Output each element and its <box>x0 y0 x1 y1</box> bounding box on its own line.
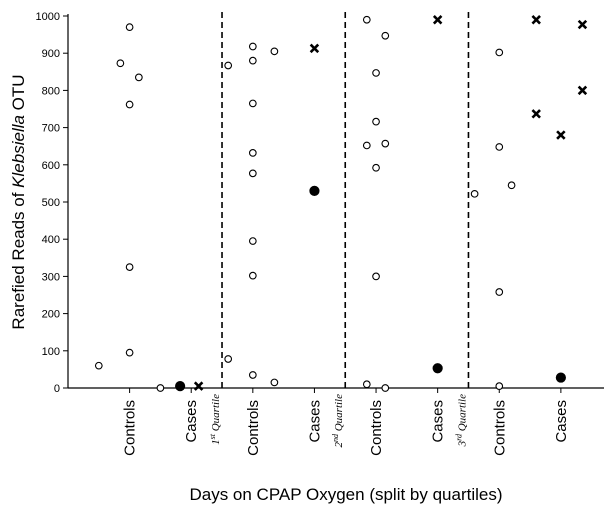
y-tick-label: 600 <box>42 160 60 172</box>
control-point <box>125 23 134 32</box>
category-label: Cases <box>553 400 570 443</box>
control-point <box>125 100 134 109</box>
control-point <box>248 99 257 108</box>
quartile-label: 3rd Quartile <box>454 394 468 447</box>
y-tick-label: 1000 <box>36 11 60 23</box>
y-tick-label: 800 <box>42 85 60 97</box>
quartile-number: 1 <box>210 439 222 445</box>
quartile-suffix: nd <box>331 433 340 442</box>
y-tick-label: 500 <box>42 197 60 209</box>
category-label: Controls <box>368 400 385 456</box>
category-label: Cases <box>183 400 200 443</box>
control-point <box>362 141 371 150</box>
control-point <box>248 371 257 379</box>
quartile-suffix: rd <box>454 433 463 441</box>
y-axis-ticks: 0 100 200 300 400 500 600 700 800 900 1000 <box>36 11 68 395</box>
category-label: Cases <box>306 400 323 443</box>
quartile-word: Quartile <box>456 394 468 434</box>
control-point <box>270 378 279 387</box>
control-point <box>248 169 257 178</box>
control-point <box>495 288 504 296</box>
control-point <box>116 59 125 68</box>
case-point-cross <box>531 109 541 119</box>
y-tick-label: 400 <box>42 234 60 246</box>
control-point <box>156 384 165 392</box>
control-point <box>495 143 504 151</box>
quartile-number: 3 <box>456 440 468 447</box>
case-point-cross <box>556 130 566 140</box>
case-point-cross <box>531 15 541 25</box>
y-tick-label: 900 <box>42 48 60 60</box>
y-tick-label: 200 <box>42 309 60 321</box>
control-point <box>372 69 380 77</box>
case-point-filled <box>175 381 186 392</box>
quartile-dividers <box>221 12 470 388</box>
y-tick-label: 700 <box>42 123 60 135</box>
control-point <box>495 48 504 57</box>
control-point <box>248 149 257 157</box>
control-point <box>381 384 390 392</box>
case-point-cross <box>309 43 320 54</box>
x-axis-title: Days on CPAP Oxygen (split by quartiles) <box>189 485 502 504</box>
case-point-cross <box>577 85 588 96</box>
case-point-cross <box>432 15 443 25</box>
case-point-cross <box>577 19 588 30</box>
control-point <box>248 237 257 245</box>
y-axis-title-italic: Klebsiella <box>9 115 28 188</box>
quartile-word: Quartile <box>333 394 345 434</box>
category-label: Controls <box>245 400 262 456</box>
case-point-filled <box>432 363 443 374</box>
control-point <box>270 47 279 56</box>
control-point <box>495 382 504 390</box>
control-point <box>381 31 390 40</box>
control-point <box>507 181 516 190</box>
quartile-label: 2nd Quartile <box>331 394 345 448</box>
control-point <box>125 263 134 271</box>
control-point <box>362 380 371 389</box>
control-point <box>135 73 143 82</box>
control-point <box>248 42 257 51</box>
y-tick-label: 0 <box>54 383 60 395</box>
control-point <box>224 61 233 70</box>
control-point <box>94 361 103 370</box>
control-point <box>248 56 257 65</box>
control-point <box>470 189 479 198</box>
quartile-word: Quartile <box>210 394 222 434</box>
quartile-label: 1st Quartile <box>208 394 222 445</box>
y-tick-label: 300 <box>42 271 60 283</box>
control-point <box>381 139 390 148</box>
category-label: Cases <box>430 400 447 443</box>
control-point <box>372 272 380 281</box>
control-point <box>248 271 257 280</box>
case-point-filled <box>555 372 566 383</box>
category-labels: Controls Cases Controls Cases Controls Cases C… <box>122 400 570 456</box>
y-axis-title-part: Rarefied Reads of <box>9 188 28 330</box>
case-point-filled <box>309 185 320 196</box>
y-axis-title: Rarefied Reads of Klebsiella OTU <box>9 74 28 329</box>
quartile-number: 2 <box>333 442 345 448</box>
control-point <box>224 355 233 363</box>
quartile-suffix: st <box>208 433 217 439</box>
axes <box>67 14 604 389</box>
data-points <box>94 15 588 392</box>
case-point-cross <box>193 381 204 391</box>
y-tick-label: 100 <box>42 346 60 358</box>
control-point <box>372 163 380 172</box>
y-axis-title-part: OTU <box>9 74 28 115</box>
control-point <box>125 348 134 357</box>
control-point <box>372 117 380 126</box>
control-point <box>362 15 371 24</box>
category-label: Controls <box>491 400 508 456</box>
x-axis-ticks <box>129 388 562 393</box>
category-label: Controls <box>122 400 139 456</box>
